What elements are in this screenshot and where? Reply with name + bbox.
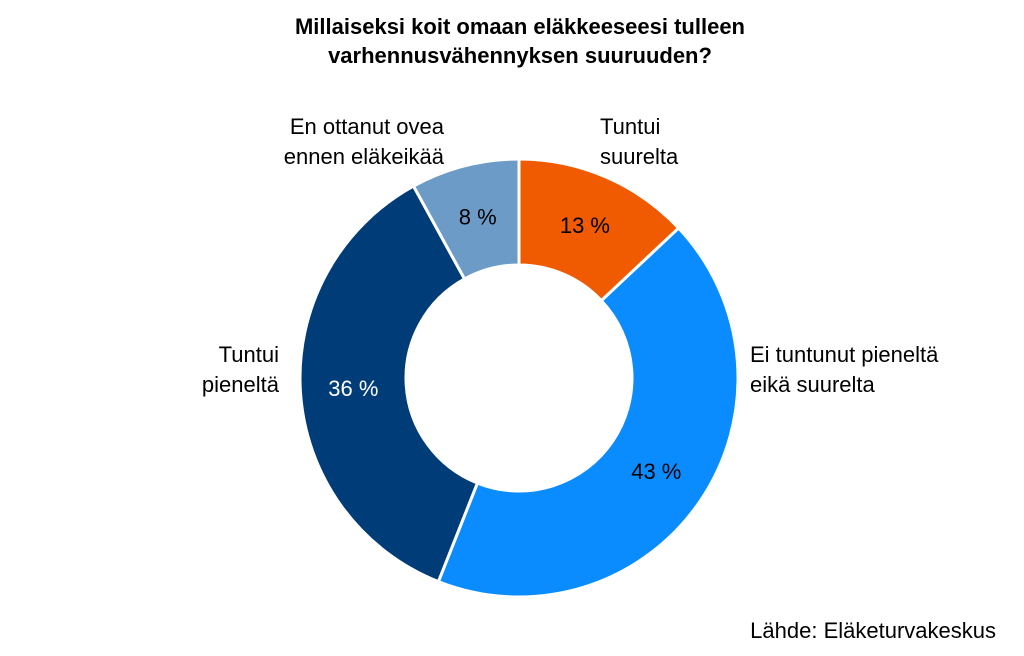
data-label-tuntui-pienelta: 36 % (328, 376, 378, 401)
donut-slices (298, 157, 740, 599)
category-label-ei-tuntunut: Ei tuntunut pieneltä eikä suurelta (750, 342, 939, 397)
category-label-tuntui-pienelta: Tuntui pieneltä (201, 342, 279, 397)
category-label-en-ottanut-ovea: En ottanut ovea ennen eläkeikää (283, 114, 444, 169)
source-note: Lähde: Eläketurvakeskus (750, 618, 996, 643)
chart-title: Millaiseksi koit omaan eläkkeeseesi tull… (0, 12, 1024, 70)
slice-tuntui-pienelta (298, 184, 480, 584)
data-label-tuntui-suurelta: 13 % (560, 213, 610, 238)
category-label-tuntui-suurelta: Tuntui suurelta (600, 114, 679, 169)
slice-ei-tuntunut (436, 225, 740, 599)
data-label-ei-tuntunut: 43 % (631, 459, 681, 484)
data-label-en-ottanut-ovea: 8 % (459, 205, 497, 230)
donut-data-labels: 13 % 43 % 36 % 8 % (328, 205, 681, 484)
chart-title-line-1: Millaiseksi koit omaan eläkkeeseesi tull… (294, 14, 745, 39)
chart-title-line-2: varhennusvähennyksen suuruuden? (328, 43, 712, 68)
slice-en-ottanut-ovea (411, 157, 521, 282)
